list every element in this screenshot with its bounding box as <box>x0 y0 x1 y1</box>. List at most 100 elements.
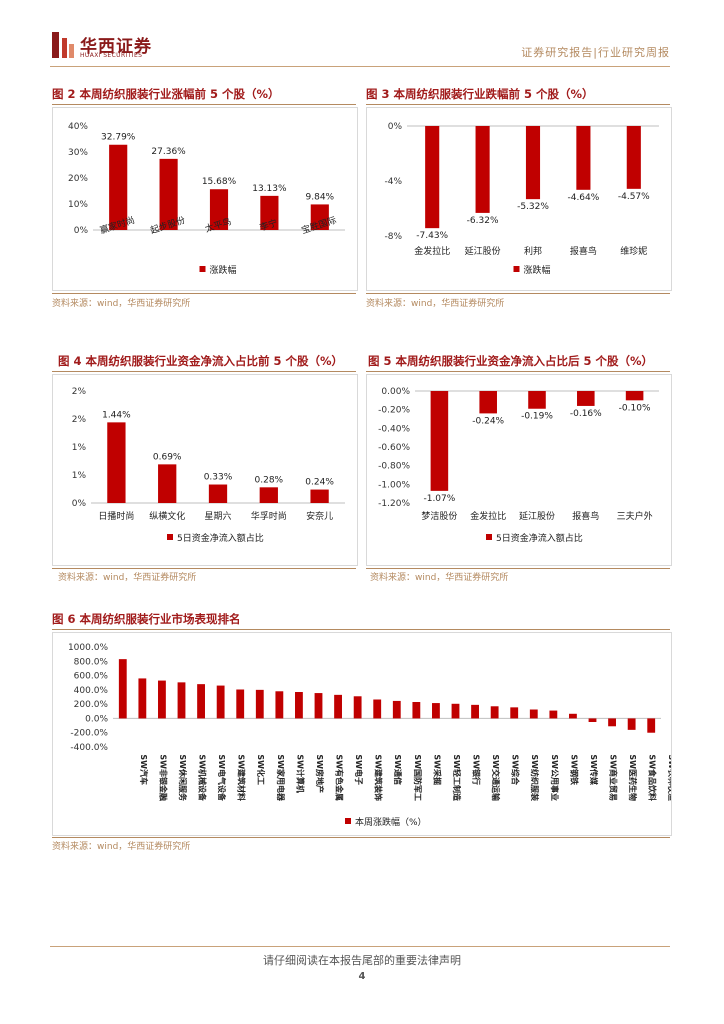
y-tick-label: 2% <box>72 387 87 397</box>
x-tick-label: 利邦 <box>524 245 542 257</box>
data-label: 0.69% <box>153 452 182 462</box>
bar <box>353 696 362 719</box>
x-tick-label: SW农林牧渔 <box>667 754 671 801</box>
bar <box>310 204 329 230</box>
data-label: 0.28% <box>255 475 284 485</box>
legend-swatch <box>486 534 492 540</box>
x-tick-label: SW建筑装饰 <box>374 754 384 801</box>
x-tick-label: SW电气设备 <box>217 754 227 802</box>
legend-label: 涨跌幅 <box>210 264 237 276</box>
bar <box>471 704 479 719</box>
legal-notice: 请仔细阅读在本报告尾部的重要法律声明 <box>263 954 461 967</box>
figure-3-chart: 0% -4% -8% -7.43% 金发拉比 -6.32% 延江股份 -5.32% 利邦 -4.6… <box>366 107 672 291</box>
bar <box>425 126 440 229</box>
bar <box>647 718 656 733</box>
figure-3-svg: 0% -4% -8% -7.43% 金发拉比 -6.32% 延江股份 -5.32% 利邦 -4.6… <box>384 122 659 276</box>
bar <box>159 158 178 230</box>
x-tick-label: 三夫户外 <box>617 510 653 522</box>
y-tick-label: -1.00% <box>378 480 410 490</box>
figure-2-rule <box>52 104 356 105</box>
data-label: -0.10% <box>619 403 651 413</box>
page-number: 4 <box>358 971 366 982</box>
legend-swatch <box>199 266 206 272</box>
bar <box>295 692 303 719</box>
data-label: 0.24% <box>305 478 334 488</box>
bar <box>430 391 449 491</box>
data-label: 32.79% <box>101 133 136 143</box>
bar <box>627 718 636 730</box>
x-tick-label: 纵横文化 <box>149 510 185 522</box>
data-label: -5.32% <box>517 202 549 212</box>
legend-swatch <box>513 266 520 272</box>
y-tick-label: 200.0% <box>74 700 109 710</box>
x-tick-label: SW钢铁 <box>569 754 579 785</box>
x-tick-label: SW国防军工 <box>413 754 423 801</box>
x-tick-label: SW建筑材料 <box>237 754 247 801</box>
figure-5-chart: 0.00% -0.20% -0.40% -0.60% -0.80% -1.00% -1.20… <box>366 374 672 566</box>
data-label: 15.68% <box>202 177 237 187</box>
y-tick-label: 1000.0% <box>68 643 108 653</box>
figure-6-source: 资料来源：wind，华西证券研究所 <box>52 842 191 852</box>
bar <box>479 391 497 414</box>
x-tick-label: 延江股份 <box>519 510 555 522</box>
bar <box>576 126 591 190</box>
x-tick-label: 延江股份 <box>465 245 501 257</box>
legend-swatch <box>167 534 173 540</box>
y-tick-label: -400.0% <box>70 743 108 753</box>
bar <box>314 693 323 719</box>
brand-name-en: HUAXI SECURITIES <box>80 52 143 59</box>
bar <box>255 689 264 719</box>
x-tick-label: SW机械设备 <box>198 754 208 802</box>
bar <box>373 699 382 719</box>
y-tick-label: -8% <box>384 232 402 242</box>
y-tick-label: -200.0% <box>70 729 108 739</box>
data-label: 0.33% <box>204 473 233 483</box>
x-tick-label: SW计算机 <box>295 754 305 793</box>
figure-2-title: 图 2 本周纺织服装行业涨幅前 5 个股（%） <box>52 87 280 101</box>
y-tick-label: 10% <box>68 200 88 210</box>
y-tick-label: 0% <box>388 122 403 132</box>
bar <box>197 684 205 719</box>
figure-5-source: 资料来源：wind，华西证券研究所 <box>370 573 509 583</box>
bar <box>109 144 128 230</box>
y-tick-label: -0.20% <box>378 406 410 416</box>
x-tick-label: SW商业贸易 <box>609 754 619 801</box>
figure-5-svg: 0.00% -0.20% -0.40% -0.60% -0.80% -1.00% -1.20… <box>378 387 659 544</box>
figure-4-chart: 0% 1% 1% 2% 2% 1.44% 日播时尚 0.69% 纵横文化 0.33% 星期六 0.28… <box>52 374 358 566</box>
bar <box>528 391 546 409</box>
bar <box>259 487 278 503</box>
x-tick-label: SW传媒 <box>589 754 599 786</box>
bar <box>158 680 166 719</box>
legend-label: 5日资金净流入额占比 <box>177 532 264 544</box>
y-tick-label: 0.0% <box>85 714 108 724</box>
bar <box>432 703 440 719</box>
bar <box>569 713 577 719</box>
header-divider <box>50 66 670 67</box>
legend-label: 本周涨跌幅（%） <box>355 816 427 828</box>
y-tick-label: 2% <box>72 415 87 425</box>
bar <box>625 391 644 401</box>
data-label: -7.43% <box>416 231 448 241</box>
x-tick-label: SW房地产 <box>315 754 325 793</box>
bar <box>588 718 597 722</box>
legend-label: 5日资金净流入额占比 <box>496 532 583 544</box>
y-tick-label: 20% <box>68 174 88 184</box>
x-tick-label: SW通信 <box>393 754 403 785</box>
figure-2-source-rule <box>52 293 356 294</box>
data-label: -4.64% <box>567 193 599 203</box>
data-label: -0.24% <box>472 416 504 426</box>
data-label: -4.57% <box>618 192 650 202</box>
figure-6-rule <box>52 629 670 630</box>
x-tick-label: SW纺织服装 <box>530 754 540 801</box>
figure-4-title: 图 4 本周纺织服装行业资金净流入占比前 5 个股（%） <box>58 354 344 368</box>
x-tick-label: 金发拉比 <box>470 510 506 522</box>
bar <box>490 706 499 719</box>
x-tick-label: SW休闲服务 <box>178 754 188 802</box>
y-tick-label: -1.20% <box>378 499 410 509</box>
bar <box>236 689 245 719</box>
figure-2-svg: 0%10%20%30%40%32.79%赢家时尚27.36%起步股份15.68%… <box>68 122 345 276</box>
y-tick-label: 40% <box>68 122 88 132</box>
bar <box>107 422 126 503</box>
figure-4-source: 资料来源：wind，华西证券研究所 <box>58 573 197 583</box>
bar <box>451 703 460 719</box>
